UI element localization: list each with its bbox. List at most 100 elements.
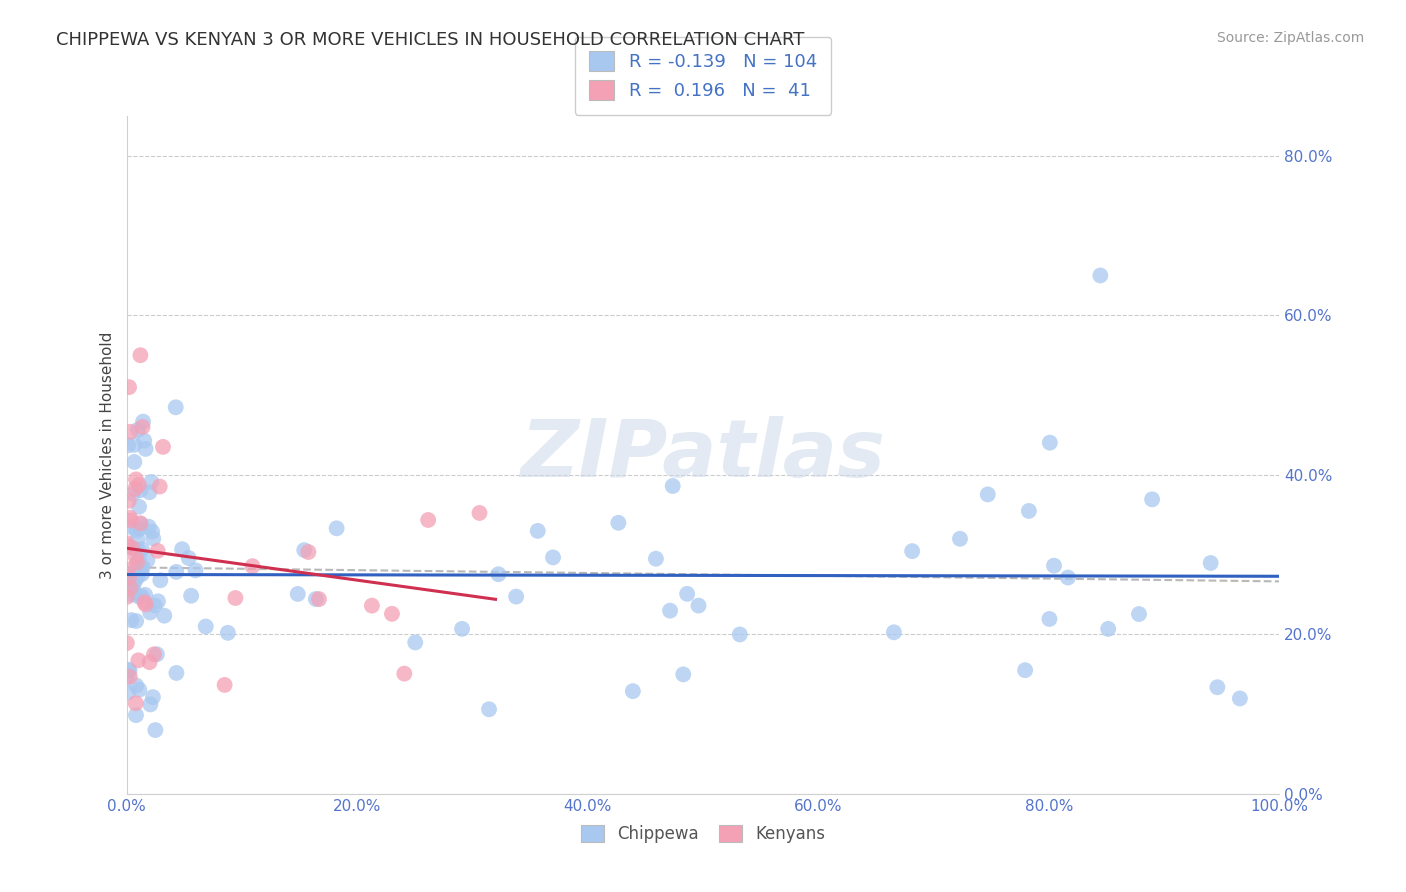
Kenyans [214, 678, 236, 692]
Chippewa [117, 438, 139, 452]
Kenyans [120, 513, 142, 527]
Chippewa [1229, 691, 1251, 706]
Chippewa [142, 532, 165, 546]
Chippewa [139, 698, 162, 712]
Chippewa [1206, 680, 1229, 694]
Kenyans [120, 581, 142, 595]
Kenyans [308, 592, 330, 607]
Kenyans [115, 536, 138, 550]
Kenyans [143, 648, 166, 662]
Chippewa [1039, 435, 1062, 450]
Chippewa [541, 550, 564, 565]
Chippewa [125, 614, 148, 628]
Chippewa [1097, 622, 1119, 636]
Chippewa [688, 599, 710, 613]
Kenyans [129, 516, 152, 531]
Chippewa [115, 669, 138, 683]
Chippewa [134, 588, 156, 602]
Chippewa [1199, 556, 1222, 570]
Chippewa [129, 517, 152, 532]
Chippewa [325, 521, 347, 535]
Kenyans [115, 590, 138, 604]
Chippewa [125, 524, 148, 538]
Chippewa [165, 565, 187, 579]
Kenyans [394, 666, 416, 681]
Chippewa [486, 567, 509, 582]
Chippewa [129, 483, 152, 498]
Chippewa [607, 516, 630, 530]
Chippewa [672, 667, 695, 681]
Chippewa [143, 599, 166, 613]
Chippewa [645, 551, 668, 566]
Kenyans [125, 696, 148, 710]
Kenyans [381, 607, 404, 621]
Chippewa [127, 423, 149, 437]
Chippewa [131, 590, 153, 604]
Chippewa [128, 500, 150, 514]
Chippewa [128, 551, 150, 566]
Chippewa [505, 590, 527, 604]
Chippewa [117, 566, 139, 581]
Chippewa [165, 401, 187, 415]
Kenyans [118, 670, 141, 684]
Chippewa [131, 542, 153, 557]
Text: Source: ZipAtlas.com: Source: ZipAtlas.com [1216, 31, 1364, 45]
Kenyans [115, 539, 138, 553]
Chippewa [128, 682, 150, 697]
Chippewa [1043, 558, 1066, 573]
Kenyans [125, 472, 148, 486]
Chippewa [122, 577, 145, 591]
Chippewa [153, 608, 176, 623]
Chippewa [128, 590, 150, 604]
Chippewa [136, 553, 159, 567]
Chippewa [139, 606, 162, 620]
Chippewa [149, 574, 172, 588]
Kenyans [118, 570, 141, 584]
Kenyans [134, 595, 156, 609]
Chippewa [1014, 663, 1036, 677]
Chippewa [1140, 492, 1163, 507]
Chippewa [129, 522, 152, 536]
Kenyans [135, 598, 157, 612]
Chippewa [949, 532, 972, 546]
Chippewa [146, 647, 169, 661]
Chippewa [451, 622, 474, 636]
Chippewa [127, 543, 149, 558]
Chippewa [121, 588, 143, 602]
Kenyans [125, 549, 148, 564]
Kenyans [242, 559, 264, 574]
Chippewa [292, 543, 315, 558]
Kenyans [138, 655, 160, 669]
Chippewa [146, 594, 169, 608]
Chippewa [122, 438, 145, 452]
Kenyans [468, 506, 491, 520]
Chippewa [478, 702, 501, 716]
Chippewa [977, 487, 1000, 501]
Chippewa [138, 485, 160, 500]
Chippewa [1018, 504, 1040, 518]
Chippewa [138, 519, 160, 533]
Chippewa [883, 625, 905, 640]
Chippewa [117, 685, 139, 699]
Chippewa [127, 533, 149, 547]
Kenyans [118, 493, 141, 508]
Chippewa [141, 475, 163, 489]
Kenyans [121, 541, 143, 555]
Kenyans [125, 556, 148, 570]
Chippewa [117, 663, 139, 677]
Kenyans [224, 591, 246, 605]
Kenyans [118, 380, 141, 394]
Chippewa [287, 587, 309, 601]
Kenyans [152, 440, 174, 454]
Kenyans [418, 513, 440, 527]
Chippewa [1128, 607, 1150, 621]
Chippewa [135, 442, 157, 456]
Chippewa [122, 583, 145, 598]
Chippewa [128, 558, 150, 572]
Chippewa [134, 434, 156, 448]
Chippewa [125, 708, 148, 723]
Kenyans [127, 653, 149, 667]
Chippewa [127, 569, 149, 583]
Chippewa [1057, 570, 1080, 584]
Chippewa [217, 625, 239, 640]
